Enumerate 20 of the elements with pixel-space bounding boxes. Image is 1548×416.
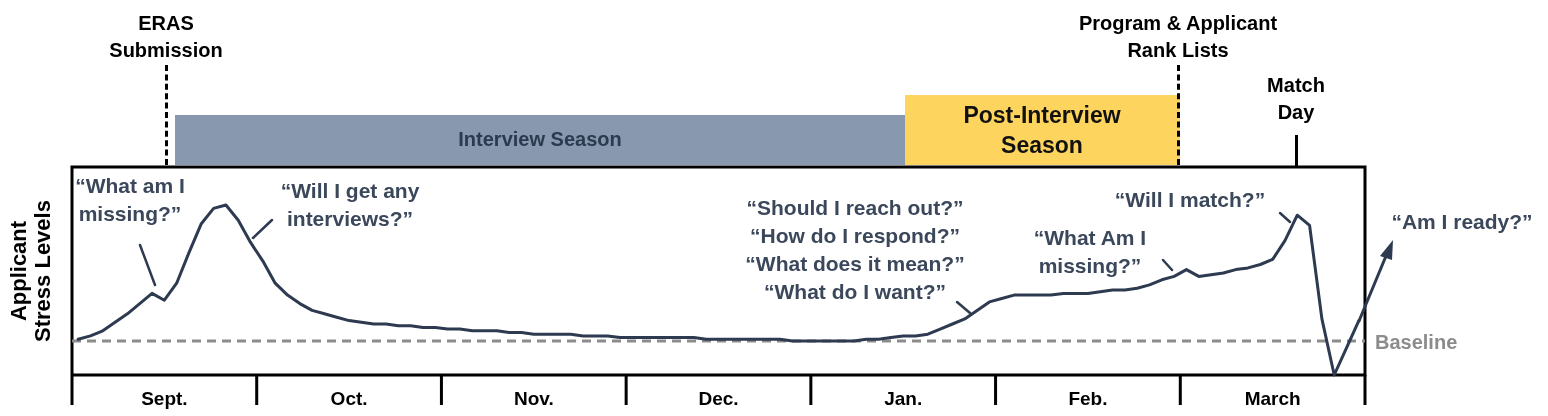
ref-line-label: Baseline <box>1375 330 1458 353</box>
annotation: “What am I missing?” <box>74 173 186 227</box>
x-tick-label: Dec. <box>698 387 739 409</box>
annotation: “What Am I missing?” <box>1032 225 1148 279</box>
y-axis-title: Applicant Stress Levels <box>6 200 56 342</box>
x-tick-label: Oct. <box>330 387 368 409</box>
text: Program & Applicant Rank Lists <box>1078 11 1278 63</box>
text: Post-Interview Season <box>962 101 1122 160</box>
text: Match Day <box>1266 73 1326 125</box>
text: “Am I ready?” <box>1390 209 1534 235</box>
x-tick-label: Sept. <box>141 387 188 409</box>
annotation: “Should I reach out?” “How do I respond?” “What does it mean?” “What do I want?” <box>744 195 966 305</box>
x-tick-label: March <box>1244 387 1301 409</box>
text: Interview Season <box>457 127 623 152</box>
x-tick-label: Jan. <box>884 387 923 409</box>
x-tick-label: Nov. <box>513 387 554 409</box>
x-tick-label: Feb. <box>1068 387 1108 409</box>
annotation: “Will I match?” <box>1113 187 1267 213</box>
annotation: “Will I get any interviews?” <box>279 178 421 232</box>
text: ERAS Submission <box>108 11 224 63</box>
